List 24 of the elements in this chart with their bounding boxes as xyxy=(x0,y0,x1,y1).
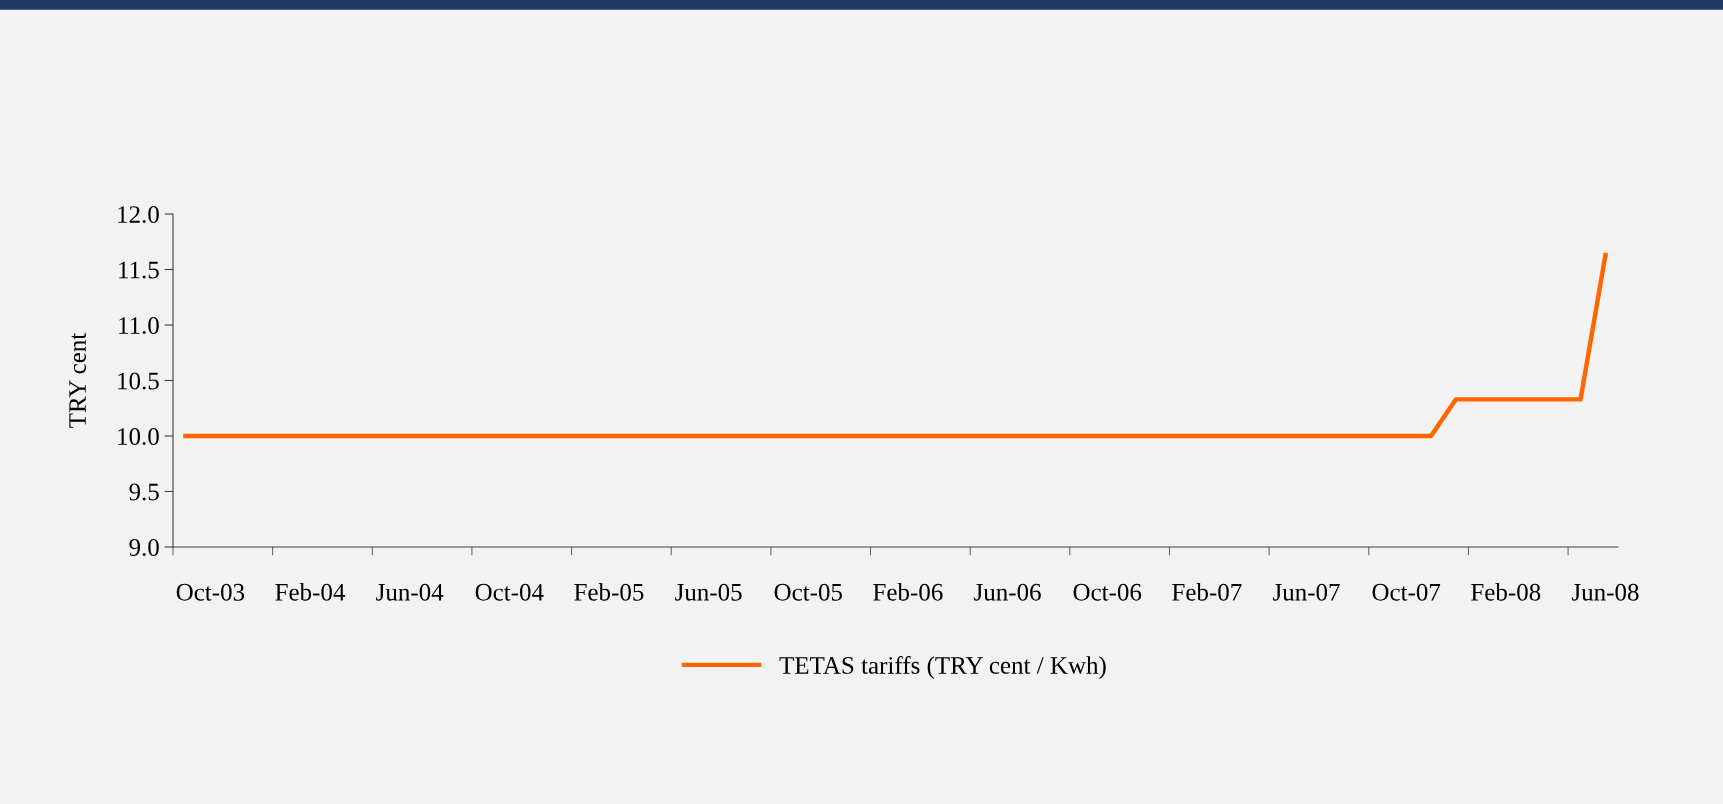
x-tick-label: Feb-04 xyxy=(275,583,346,601)
legend-label: TETAS tariffs (TRY cent / Kwh) xyxy=(779,656,1106,679)
x-tick-label: Jun-05 xyxy=(675,583,742,601)
x-tick-label: Oct-05 xyxy=(774,583,842,601)
y-tick-label: 11.5 xyxy=(119,261,159,279)
x-tick-label: Jun-04 xyxy=(376,583,444,601)
y-tick-label: 9.5 xyxy=(129,483,159,501)
y-tick-label: 9.0 xyxy=(129,539,159,556)
x-tick-label: Oct-03 xyxy=(176,583,245,601)
y-tick-label: 10.0 xyxy=(118,428,159,446)
x-tick-label: Feb-07 xyxy=(1172,583,1242,601)
y-tick-label: 12.0 xyxy=(118,206,159,224)
x-tick-label: Feb-06 xyxy=(873,583,943,601)
x-tick-label: Feb-08 xyxy=(1471,583,1541,601)
x-tick-label: Jun-07 xyxy=(1272,583,1340,601)
x-tick-label: Oct-07 xyxy=(1372,583,1441,601)
x-tick-label: Oct-04 xyxy=(475,583,544,601)
x-tick-label: Feb-05 xyxy=(574,583,644,601)
y-tick-label: 10.5 xyxy=(118,372,159,390)
y-tick-label: 11.0 xyxy=(119,317,159,335)
y-axis-title: TRY cent xyxy=(69,332,86,428)
x-tick-label: Oct-06 xyxy=(1073,583,1142,601)
x-tick-label: Jun-08 xyxy=(1571,583,1639,601)
x-tick-label: Jun-06 xyxy=(974,583,1041,601)
